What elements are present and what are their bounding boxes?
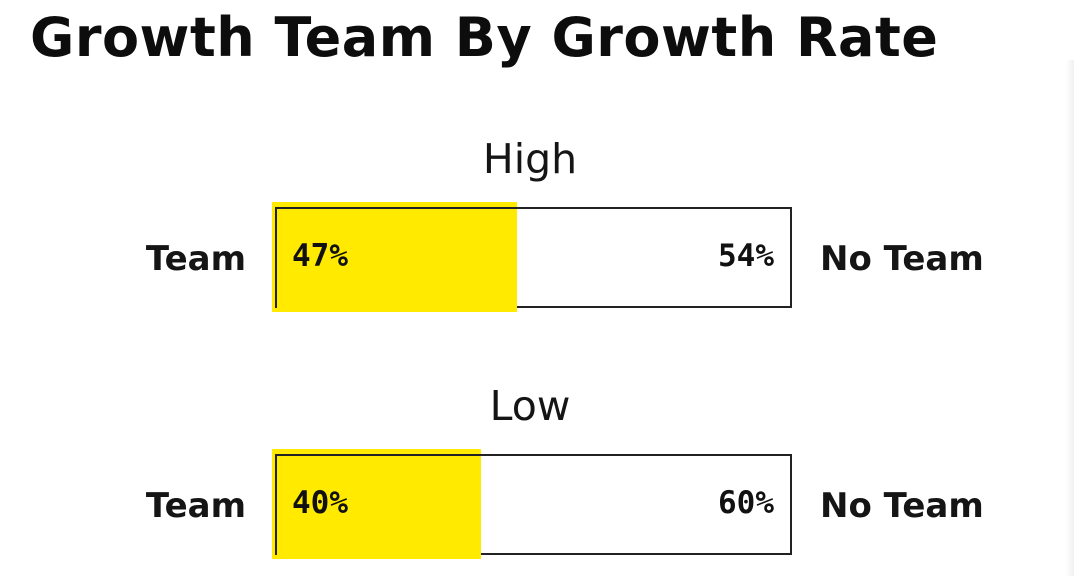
panel-title-low: Low <box>489 382 571 430</box>
low-growth-panel: Low Team 40% 60% No Team <box>0 382 1074 582</box>
panel-title-high: High <box>482 135 578 183</box>
team-bar-top-edge-high <box>275 207 517 209</box>
team-value-low: 40% <box>292 485 348 521</box>
team-bar-high <box>272 202 517 312</box>
team-value-high: 47% <box>292 238 348 274</box>
no-team-label-high: No Team <box>820 239 984 279</box>
no-team-value-low: 60% <box>718 485 774 521</box>
chart-title: Growth Team By Growth Rate <box>30 6 939 69</box>
no-team-value-high: 54% <box>718 238 774 274</box>
no-team-label-low: No Team <box>820 486 984 526</box>
team-bar-edge-low <box>275 454 277 555</box>
team-bar-low <box>272 449 481 559</box>
team-bar-edge-high <box>275 207 277 308</box>
high-growth-panel: High Team 47% 54% No Team <box>0 135 1074 335</box>
team-label-low: Team <box>145 486 246 526</box>
team-label-high: Team <box>145 239 246 279</box>
team-bar-top-edge-low <box>275 454 481 456</box>
page-edge-shadow <box>1066 60 1074 576</box>
